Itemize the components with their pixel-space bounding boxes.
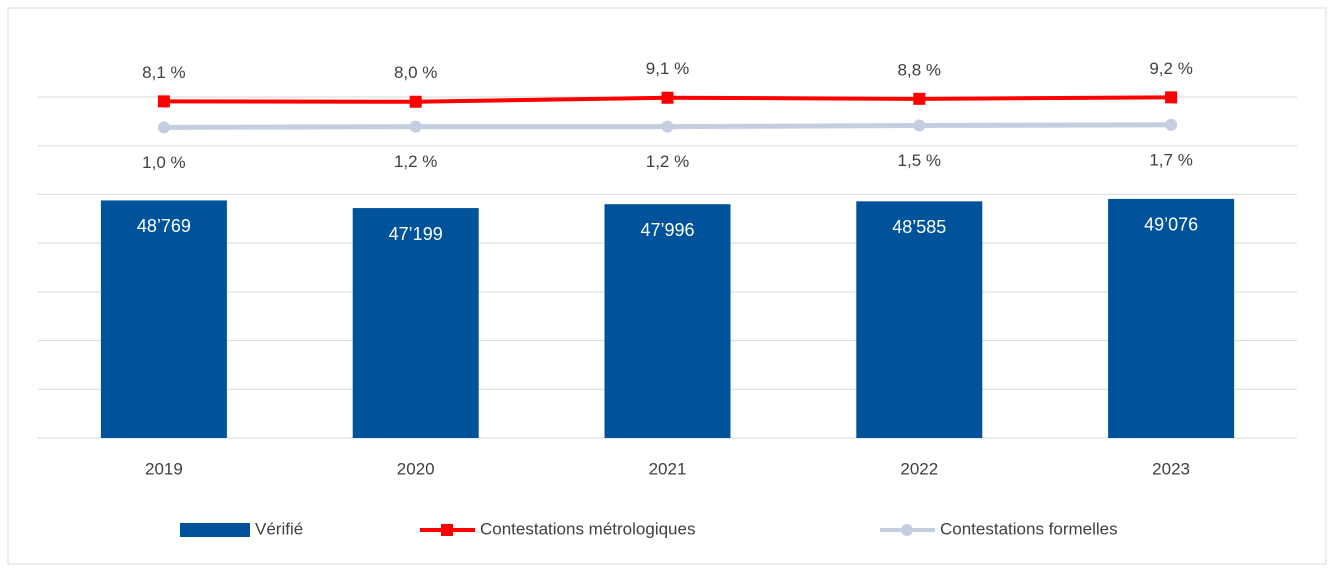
legend-swatch <box>180 523 250 537</box>
bar <box>100 200 227 438</box>
line-value-label: 1,2 % <box>394 152 437 171</box>
legend-marker <box>441 524 453 536</box>
bar <box>1108 198 1235 438</box>
line-value-label: 8,0 % <box>394 63 437 82</box>
line-marker <box>1165 118 1178 131</box>
bar-value-label: 47’996 <box>640 220 694 240</box>
x-tick-label: 2022 <box>900 459 938 478</box>
line-marker <box>913 119 926 132</box>
legend-label: Contestations formelles <box>940 519 1118 538</box>
bar <box>856 201 983 438</box>
x-tick-label: 2020 <box>397 459 435 478</box>
line-marker <box>913 92 926 105</box>
line-value-label: 1,7 % <box>1149 150 1192 169</box>
line-marker <box>1165 91 1178 104</box>
line-value-label: 1,2 % <box>646 152 689 171</box>
legend-marker <box>901 524 913 536</box>
x-tick-label: 2021 <box>649 459 687 478</box>
line-value-label: 8,1 % <box>142 63 185 82</box>
line-value-label: 9,2 % <box>1149 59 1192 78</box>
line-marker <box>157 121 170 134</box>
bar-value-label: 47’199 <box>389 224 443 244</box>
line-marker <box>157 95 170 108</box>
line-value-label: 8,8 % <box>898 60 941 79</box>
x-tick-label: 2019 <box>145 459 183 478</box>
bar-value-label: 49’076 <box>1144 215 1198 235</box>
x-tick-label: 2023 <box>1152 459 1190 478</box>
legend-label: Contestations métrologiques <box>480 519 695 538</box>
line-value-label: 9,1 % <box>646 59 689 78</box>
bar <box>352 208 479 438</box>
legend-label: Vérifié <box>255 519 303 538</box>
line-marker <box>661 120 674 133</box>
bar-value-label: 48’585 <box>892 217 946 237</box>
line-value-label: 1,0 % <box>142 153 185 172</box>
line-marker <box>661 91 674 104</box>
bar-value-label: 48’769 <box>137 216 191 236</box>
line-marker <box>409 120 422 133</box>
bar <box>604 204 731 438</box>
line-value-label: 1,5 % <box>898 151 941 170</box>
line-marker <box>409 95 422 108</box>
